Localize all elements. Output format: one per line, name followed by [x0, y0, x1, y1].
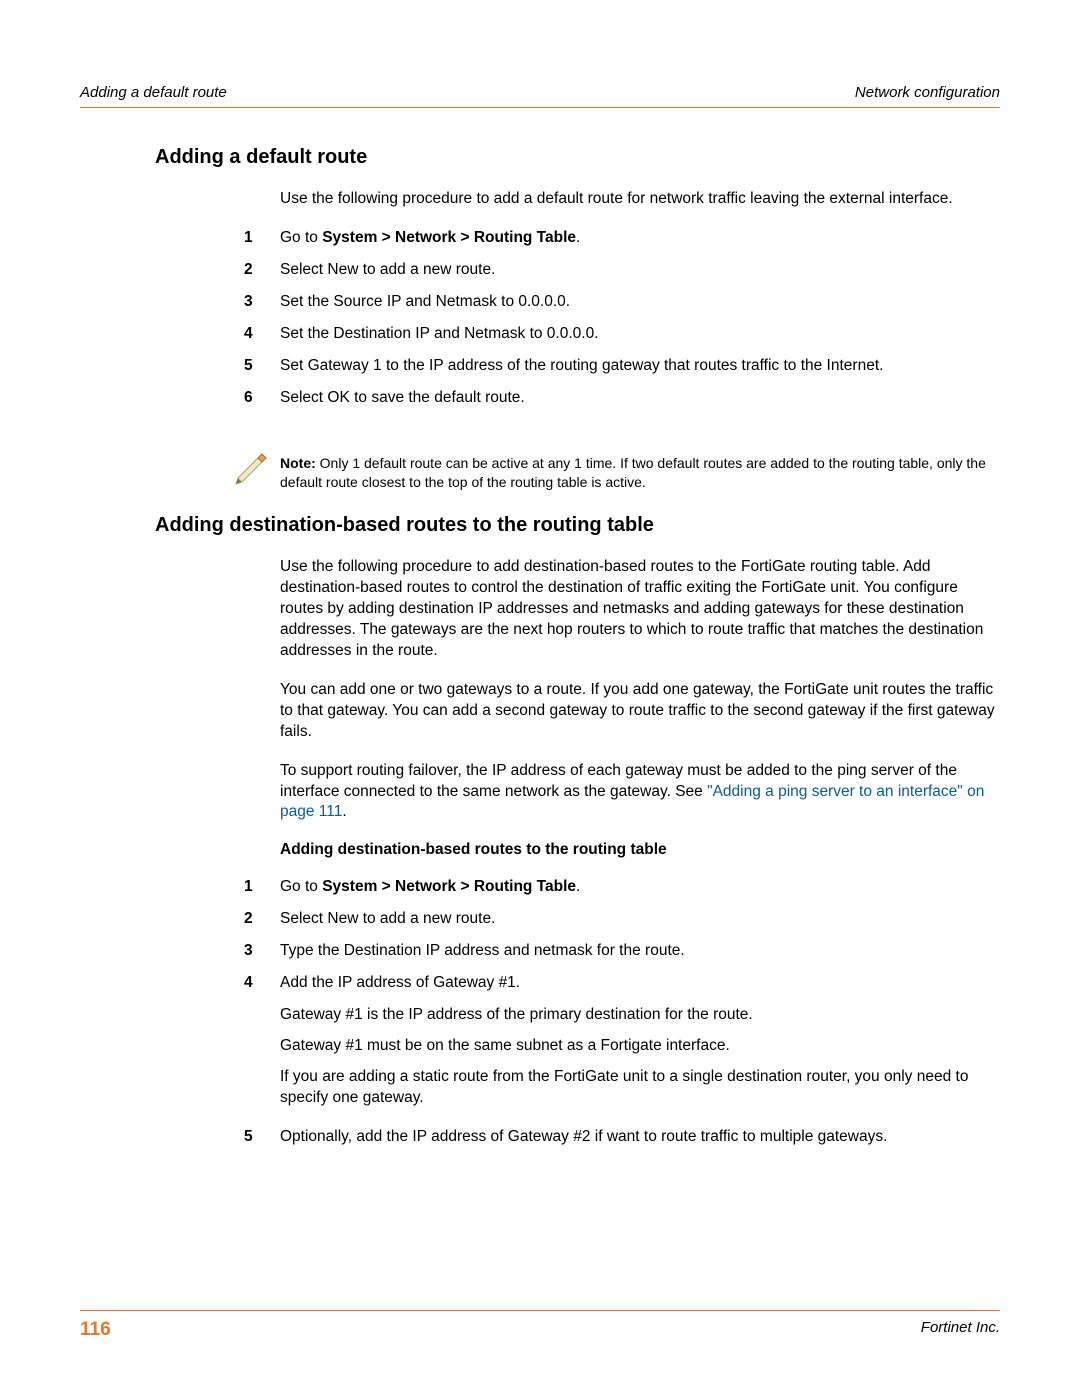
footer: 116 Fortinet Inc. [80, 1310, 1000, 1341]
page-number: 116 [80, 1319, 111, 1341]
para3-c: . [342, 803, 346, 820]
running-header: Adding a default route Network configura… [80, 84, 1000, 108]
note-label: Note: [280, 455, 316, 471]
section1-step: 5Set Gateway 1 to the IP address of the … [244, 356, 1000, 377]
step-number: 1 [244, 877, 280, 898]
step-subtext: Gateway #1 must be on the same subnet as… [280, 1036, 1000, 1057]
section2-step: 3Type the Destination IP address and net… [244, 941, 1000, 962]
section2-subheading: Adding destination-based routes to the r… [280, 841, 1000, 859]
step-number: 6 [244, 388, 280, 409]
note-block: Note: Only 1 default route can be active… [232, 448, 1000, 492]
step-number: 1 [244, 228, 280, 249]
section2-step: 1Go to System > Network > Routing Table. [244, 877, 1000, 898]
step-number: 5 [244, 356, 280, 377]
step-text: Select New to add a new route. [280, 260, 1000, 281]
section2-step: 5Optionally, add the IP address of Gatew… [244, 1127, 1000, 1148]
note-icon [232, 448, 280, 488]
step-number: 4 [244, 324, 280, 345]
step-text: Select OK to save the default route. [280, 388, 1000, 409]
section1-heading: Adding a default route [155, 146, 1000, 169]
section2-para3: To support routing failover, the IP addr… [280, 761, 1000, 824]
section1-step: 2Select New to add a new route. [244, 260, 1000, 281]
step-number: 2 [244, 909, 280, 930]
section1-step: 4Set the Destination IP and Netmask to 0… [244, 324, 1000, 345]
section2-step: 4Add the IP address of Gateway #1. [244, 973, 1000, 994]
note-text: Note: Only 1 default route can be active… [280, 448, 1000, 492]
step-text: Set the Source IP and Netmask to 0.0.0.0… [280, 292, 1000, 313]
header-left: Adding a default route [80, 84, 227, 101]
header-right: Network configuration [855, 84, 1000, 101]
section2-heading: Adding destination-based routes to the r… [155, 514, 1000, 537]
step-number: 4 [244, 973, 280, 994]
step-text: Set the Destination IP and Netmask to 0.… [280, 324, 1000, 345]
footer-right: Fortinet Inc. [921, 1319, 1000, 1341]
step-text: Select New to add a new route. [280, 909, 1000, 930]
step-subtext: If you are adding a static route from th… [280, 1067, 1000, 1109]
step-number: 3 [244, 292, 280, 313]
section1-intro: Use the following procedure to add a def… [280, 189, 1000, 210]
step-number: 3 [244, 941, 280, 962]
section1-step: 6Select OK to save the default route. [244, 388, 1000, 409]
section1-step: 1Go to System > Network > Routing Table. [244, 228, 1000, 249]
step-number: 2 [244, 260, 280, 281]
note-body: Only 1 default route can be active at an… [280, 455, 986, 490]
step-text: Go to System > Network > Routing Table. [280, 877, 1000, 898]
step-text: Optionally, add the IP address of Gatewa… [280, 1127, 1000, 1148]
step-number: 5 [244, 1127, 280, 1148]
step-text: Set Gateway 1 to the IP address of the r… [280, 356, 1000, 377]
step-text: Type the Destination IP address and netm… [280, 941, 1000, 962]
section1-step: 3Set the Source IP and Netmask to 0.0.0.… [244, 292, 1000, 313]
section2-para1: Use the following procedure to add desti… [280, 557, 1000, 662]
step-text: Go to System > Network > Routing Table. [280, 228, 1000, 249]
section2-step: 2Select New to add a new route. [244, 909, 1000, 930]
section2-para2: You can add one or two gateways to a rou… [280, 680, 1000, 743]
step-subtext: Gateway #1 is the IP address of the prim… [280, 1005, 1000, 1026]
step-text: Add the IP address of Gateway #1. [280, 973, 1000, 994]
